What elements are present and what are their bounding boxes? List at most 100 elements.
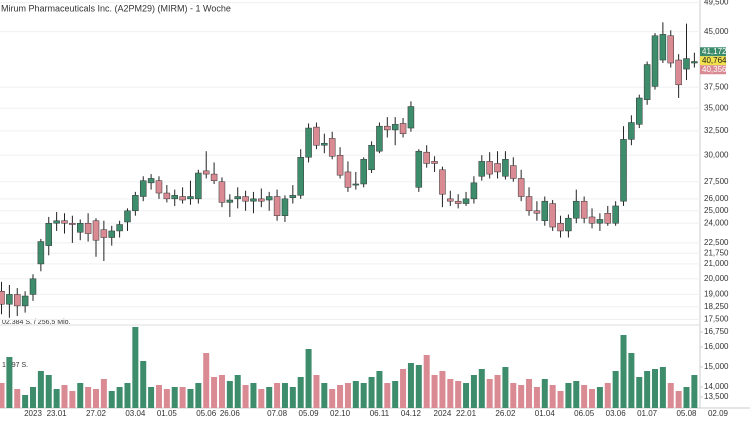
volume-bar: [6, 357, 13, 408]
y2-tick-label: 13,500: [704, 392, 729, 401]
x-tick-label: 22.01: [456, 409, 477, 418]
volume-bar: [620, 335, 627, 408]
volume-bar: [155, 385, 162, 408]
candle-body: [210, 173, 218, 181]
candle-body: [258, 198, 265, 202]
candle-body: [415, 150, 423, 188]
candle-body: [384, 125, 391, 131]
volume-bar: [439, 371, 446, 408]
y-tick-label: 27,500: [704, 177, 729, 186]
candle-body: [651, 35, 659, 87]
x-tick-label: 01.05: [157, 409, 178, 418]
y-tick-label: 26,000: [704, 194, 729, 203]
candle-body: [100, 229, 108, 238]
volume-bar: [30, 387, 36, 408]
y2-tick-label: 16,750: [704, 327, 729, 336]
y-tick-label: 22,500: [704, 238, 729, 247]
volume-bar: [494, 375, 501, 408]
volume-bar: [171, 387, 178, 408]
volume-bar: [455, 381, 462, 408]
volume-bar: [589, 389, 596, 408]
chart-title: Mirum Pharmaceuticals Inc. (A2PM29) (MIR…: [1, 3, 231, 13]
price-badge: [700, 65, 726, 75]
x-tick-label: 26.06: [220, 409, 241, 418]
volume-bar: [628, 353, 635, 408]
candle-body: [281, 198, 289, 216]
volume-bar: [329, 389, 336, 408]
candle-body: [61, 220, 68, 224]
candle-body: [116, 224, 123, 232]
price-badge-label: 40,764: [702, 56, 727, 65]
y-tick-label: 21,000: [704, 259, 729, 268]
candle-body: [313, 126, 320, 146]
candle-body: [510, 165, 517, 179]
candle-body: [0, 290, 5, 305]
y-tick-label: 35,000: [704, 103, 729, 112]
volume-bar: [360, 383, 367, 408]
volume-bar: [258, 389, 265, 408]
candle-body: [643, 64, 651, 100]
candle-body: [675, 59, 682, 86]
volume-bar: [683, 387, 690, 408]
candle-body: [423, 151, 430, 164]
candle-body: [124, 210, 131, 223]
candle-body: [399, 123, 407, 134]
volume-bar: [447, 379, 454, 408]
candle-body: [478, 161, 486, 177]
volume-bar: [22, 395, 29, 408]
candle-body: [557, 222, 564, 232]
candle-body: [407, 106, 415, 129]
candle-body: [612, 205, 619, 224]
volume-bar: [392, 381, 399, 408]
candle-body: [565, 217, 572, 232]
candle-body: [179, 196, 186, 201]
candle-body: [447, 198, 454, 202]
candle-body: [596, 219, 604, 224]
candle-body: [202, 170, 210, 175]
volume-bar: [368, 377, 375, 408]
price-badge-label: 41,172: [702, 47, 727, 56]
volume-bar: [163, 389, 170, 408]
candle-body: [431, 161, 438, 164]
x-tick-label: 06.05: [574, 409, 595, 418]
candle-body: [132, 195, 139, 212]
candle-body: [155, 180, 163, 194]
volume-bar: [108, 391, 115, 408]
volume-bar: [533, 387, 540, 408]
candle-body: [502, 159, 509, 177]
candle-body: [533, 210, 541, 214]
volume-bar: [14, 389, 21, 408]
candle-body: [328, 138, 336, 157]
volume-bar: [203, 353, 210, 408]
y-tick-label: 24,000: [704, 218, 729, 227]
x-tick-label: 01.07: [637, 409, 658, 418]
y2-tick-label: 15,000: [704, 362, 729, 371]
volume-bar: [612, 371, 619, 408]
candle-body: [352, 183, 360, 186]
candle-body: [439, 169, 446, 195]
y-tick-label: 32,500: [704, 126, 729, 135]
x-tick-label: 05.08: [676, 409, 697, 418]
volume-bar: [0, 383, 5, 408]
volume-bar: [274, 383, 281, 408]
x-tick-label: 05.06: [196, 409, 217, 418]
volume-bar: [400, 369, 407, 408]
y-tick-label: 37,500: [704, 82, 729, 91]
candle-body: [92, 220, 100, 241]
x-tick-label: 03.06: [606, 409, 627, 418]
candle-body: [69, 222, 76, 225]
candle-body: [636, 97, 643, 125]
candle-body: [234, 196, 241, 200]
candle-body: [163, 192, 171, 200]
y2-tick-label: 16,000: [704, 342, 729, 351]
candle-body: [218, 181, 226, 203]
price-badge: [700, 56, 726, 66]
volume-bar: [313, 375, 320, 408]
volume-bar: [478, 369, 485, 408]
volume-bar: [549, 385, 556, 408]
volume-bar: [337, 385, 344, 408]
volume-bar: [305, 349, 312, 408]
candle-body: [691, 61, 698, 64]
volume-bar: [234, 375, 241, 408]
volume-bar: [526, 379, 533, 408]
